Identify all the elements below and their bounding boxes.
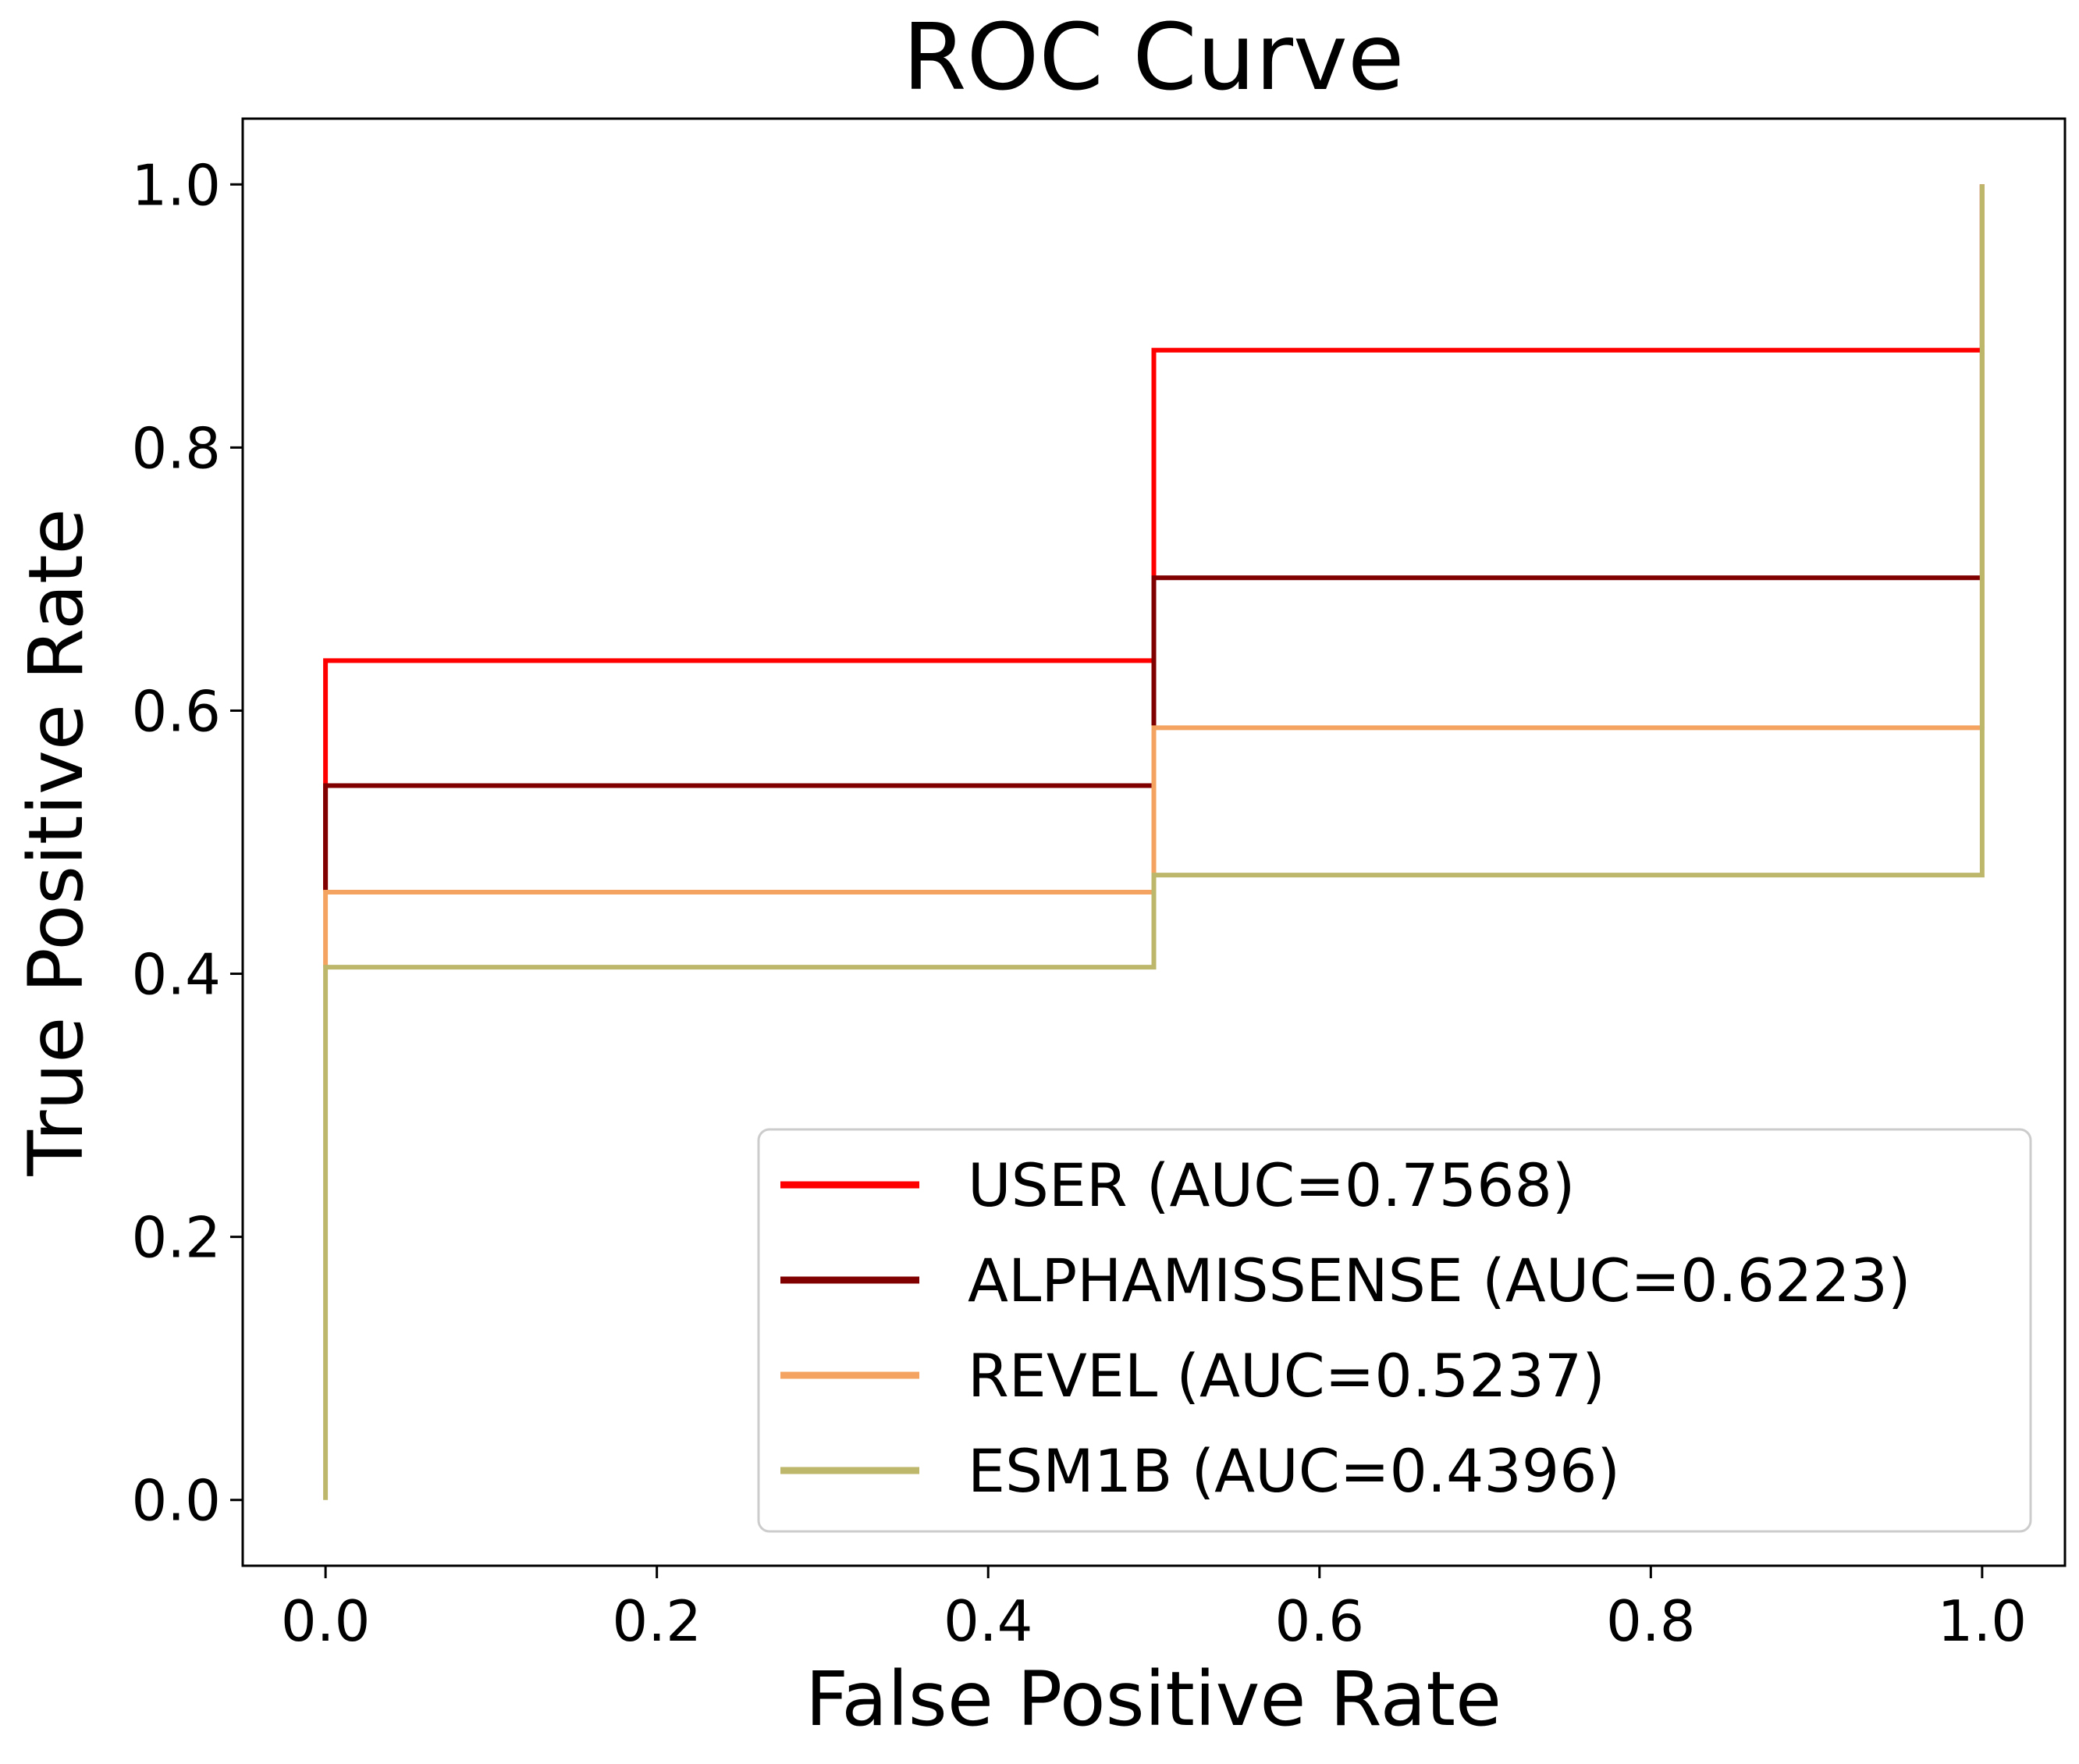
series-line-4 bbox=[323, 184, 1985, 1500]
legend-frame bbox=[757, 1128, 2032, 1533]
legend-label: ESM1B (AUC=0.4396) bbox=[968, 1436, 1620, 1506]
x-tick-label: 0.4 bbox=[944, 1588, 1033, 1654]
x-tick-label: 0.6 bbox=[1275, 1588, 1365, 1654]
legend-label: ALPHAMISSENSE (AUC=0.6223) bbox=[968, 1246, 1911, 1315]
y-tick-label: 0.4 bbox=[131, 942, 221, 1008]
x-tick-label: 0.0 bbox=[281, 1588, 371, 1654]
x-tick-label: 1.0 bbox=[1938, 1588, 2027, 1654]
x-tick-label: 0.8 bbox=[1606, 1588, 1696, 1654]
legend: USER (AUC=0.7568) ALPHAMISSENSE (AUC=0.62… bbox=[757, 1128, 2032, 1533]
chart-title: ROC Curve bbox=[903, 3, 1405, 111]
y-axis-ticks: 0.0 0.2 0.4 0.6 0.8 1.0 bbox=[131, 152, 243, 1534]
legend-items: USER (AUC=0.7568) ALPHAMISSENSE (AUC=0.62… bbox=[780, 1151, 1911, 1506]
y-tick-label: 0.2 bbox=[131, 1205, 221, 1271]
y-tick-label: 1.0 bbox=[131, 152, 221, 218]
y-tick-label: 0.6 bbox=[131, 678, 221, 744]
legend-label: USER (AUC=0.7568) bbox=[968, 1151, 1575, 1220]
y-tick-label: 0.0 bbox=[131, 1468, 221, 1534]
y-axis-label: True Positive Rate bbox=[12, 508, 100, 1176]
legend-label: REVEL (AUC=0.5237) bbox=[968, 1341, 1605, 1410]
x-tick-label: 0.2 bbox=[612, 1588, 702, 1654]
x-axis-label: False Positive Rate bbox=[805, 1656, 1502, 1743]
x-axis-ticks: 0.0 0.2 0.4 0.6 0.8 1.0 bbox=[281, 1566, 2027, 1654]
plot-frame bbox=[241, 117, 2067, 1567]
y-tick-label: 0.8 bbox=[131, 415, 221, 481]
series-layer bbox=[323, 184, 1985, 1500]
